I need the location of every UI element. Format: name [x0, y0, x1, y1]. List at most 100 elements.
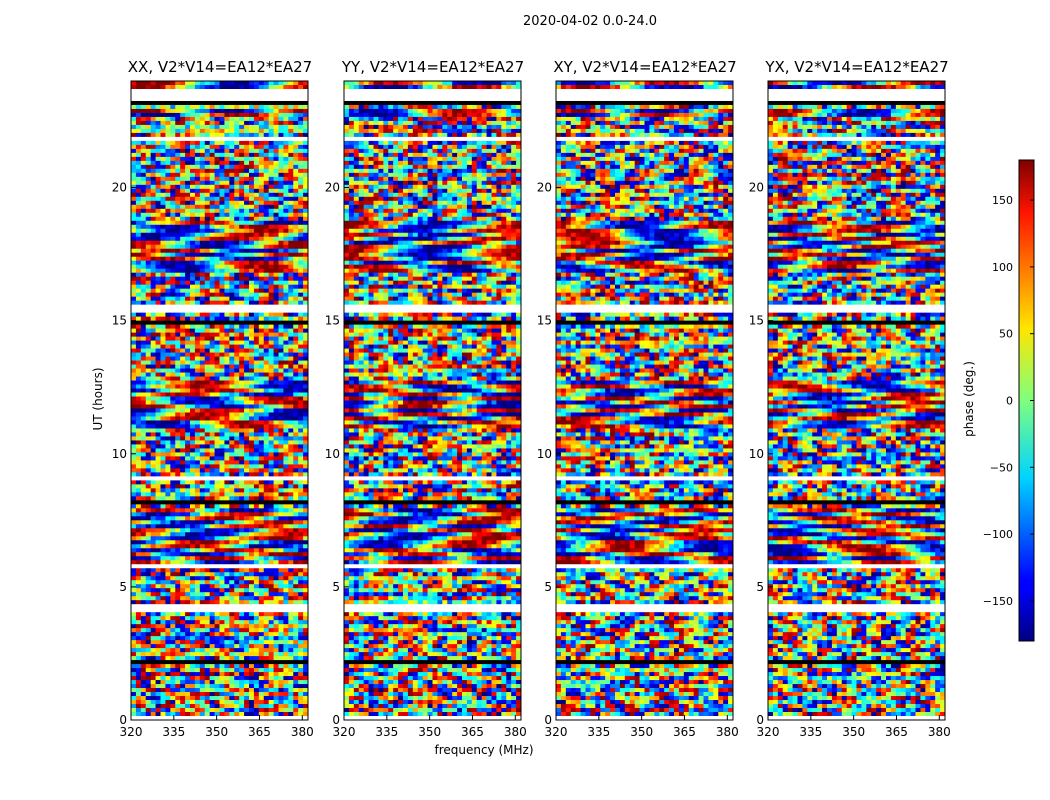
phase-cell [303, 264, 309, 270]
phase-cell [268, 512, 274, 517]
phase-cell [209, 624, 215, 629]
phase-cell [253, 364, 260, 369]
phase-cell [219, 452, 225, 457]
phase-cell [258, 164, 265, 170]
phase-cell [283, 528, 289, 533]
phase-cell [303, 124, 309, 130]
phase-cell [268, 172, 274, 178]
phase-cell [303, 404, 309, 409]
phase-cell [175, 420, 181, 425]
phase-cell [131, 532, 137, 537]
phase-cell [135, 408, 142, 413]
phase-cell [204, 388, 211, 393]
phase-cell [229, 128, 235, 134]
phase-cell [219, 300, 225, 306]
phase-cell [278, 636, 284, 641]
phase-cell [229, 584, 235, 589]
phase-cell [283, 180, 289, 186]
phase-cell [273, 220, 279, 226]
phase-cell [131, 300, 137, 306]
phase-cell [283, 480, 289, 485]
phase-cell [253, 496, 260, 501]
phase-cell [263, 420, 270, 425]
phase-cell [190, 284, 196, 290]
phase-cell [239, 424, 245, 429]
phase-cell [234, 240, 240, 246]
phase-cell [288, 144, 294, 150]
phase-cell [298, 336, 304, 341]
phase-cell [298, 508, 304, 513]
phase-cell [175, 196, 181, 202]
phase-cell [190, 600, 196, 605]
phase-cell [185, 668, 191, 673]
phase-cell [190, 292, 196, 298]
phase-cell [135, 644, 142, 649]
phase-cell [293, 256, 299, 262]
phase-cell [293, 224, 299, 230]
phase-cell [214, 612, 220, 617]
phase-cell [278, 164, 284, 170]
phase-cell [224, 164, 230, 170]
phase-cell [135, 220, 142, 226]
phase-cell [298, 208, 304, 214]
phase-cell [140, 680, 147, 685]
phase-cell [288, 416, 294, 421]
phase-cell [180, 588, 186, 593]
phase-cell [185, 560, 191, 565]
phase-cell [229, 392, 235, 397]
phase-cell [214, 252, 220, 258]
phase-cell [209, 596, 215, 601]
phase-cell [219, 516, 225, 521]
phase-cell [239, 568, 245, 573]
phase-cell [209, 416, 215, 421]
phase-cell [190, 168, 196, 174]
phase-cell [209, 188, 215, 194]
phase-cell [263, 208, 270, 214]
phase-cell [185, 592, 191, 597]
phase-cell [224, 364, 230, 369]
phase-cell [135, 588, 142, 593]
phase-cell [199, 180, 206, 186]
phase-cell [268, 396, 274, 401]
phase-cell [273, 232, 279, 238]
phase-cell [175, 456, 181, 461]
phase-cell [278, 572, 284, 577]
phase-cell [150, 272, 156, 278]
phase-cell [298, 488, 304, 493]
phase-cell [175, 228, 181, 234]
phase-cell [165, 520, 171, 525]
phase-cell [224, 144, 230, 150]
phase-cell [145, 548, 152, 553]
phase-cell [283, 644, 289, 649]
phase-cell [234, 256, 240, 262]
phase-cell [288, 128, 294, 134]
phase-cell [135, 312, 142, 318]
phase-cell [204, 392, 211, 397]
phase-cell [160, 372, 166, 377]
phase-cell [244, 104, 250, 110]
phase-cell [219, 252, 225, 258]
phase-cell [204, 436, 211, 441]
phase-cell [214, 408, 220, 413]
phase-cell [155, 332, 161, 337]
phase-cell [170, 456, 176, 461]
phase-cell [185, 336, 191, 341]
phase-cell [204, 260, 211, 266]
phase-cell [135, 568, 142, 573]
phase-cell [131, 152, 137, 158]
phase-cell [135, 348, 142, 353]
phase-cell [155, 224, 161, 230]
phase-cell [288, 400, 294, 405]
phase-cell [283, 84, 289, 90]
phase-cell [160, 552, 166, 557]
phase-cell [214, 652, 220, 657]
phase-cell [244, 124, 250, 130]
phase-cell [303, 272, 309, 278]
phase-cell [283, 356, 289, 361]
phase-cell [145, 280, 152, 286]
phase-cell [170, 680, 176, 685]
phase-cell [209, 344, 215, 349]
phase-cell [145, 156, 152, 162]
phase-cell [160, 140, 166, 146]
phase-cell [194, 528, 201, 533]
